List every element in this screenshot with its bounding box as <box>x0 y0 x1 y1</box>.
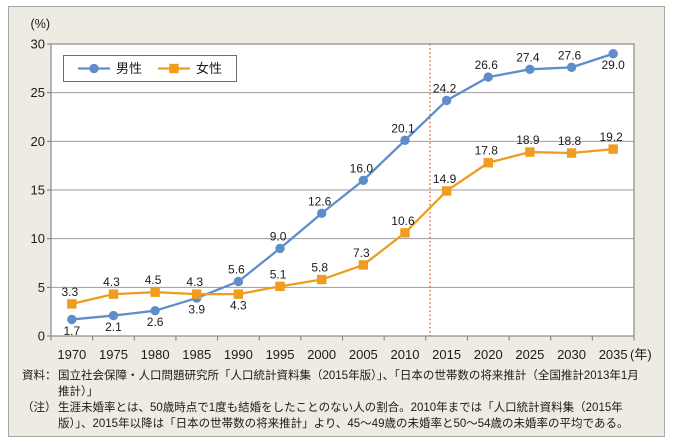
chart-legend: 男性 女性 <box>63 55 238 82</box>
figure-panel: 0 5 10 15 20 25 30 (%) 1970 1975 1980 1985 1990 1995 2… <box>8 6 665 437</box>
source-text: 国立社会保障・人口問題研究所「人口統計資料集（2015年版）」、「日本の世帯数の… <box>58 370 639 398</box>
y-tick-label: 0 <box>38 329 45 344</box>
series-marker <box>275 243 285 254</box>
series-marker <box>483 158 493 168</box>
data-label: 5.1 <box>270 267 287 281</box>
y-tick-label: 15 <box>31 183 45 198</box>
series-marker <box>525 147 535 157</box>
data-label: 7.3 <box>353 246 370 260</box>
series-marker <box>233 276 244 287</box>
legend-label: 男性 <box>116 61 143 76</box>
data-label: 27.4 <box>516 50 540 64</box>
data-label: 3.3 <box>61 285 78 299</box>
x-tick-label: 2015 <box>432 347 461 362</box>
chart-footer: 資料： 国立社会保障・人口問題研究所「人口統計資料集（2015年版）」、「日本の… <box>22 368 649 432</box>
series-marker <box>441 186 452 196</box>
series-marker <box>608 144 618 154</box>
data-label: 2.1 <box>105 320 122 334</box>
legend-item: 男性 <box>78 62 142 75</box>
legend-square-marker-icon <box>158 63 191 74</box>
data-label: 4.3 <box>186 275 203 289</box>
data-label: 18.9 <box>516 133 540 147</box>
data-label: 4.5 <box>145 273 162 287</box>
x-tick-label: 1995 <box>266 347 295 362</box>
y-tick-label: 25 <box>31 85 45 100</box>
x-tick-label: 1980 <box>141 347 170 362</box>
plot-border <box>50 43 635 337</box>
data-label: 4.3 <box>230 299 247 313</box>
series-marker <box>483 72 493 82</box>
series-marker <box>400 228 410 238</box>
data-label: 29.0 <box>601 58 625 72</box>
data-label: 4.3 <box>103 275 120 289</box>
series-marker <box>358 175 369 185</box>
x-tick-label: 2030 <box>557 347 586 362</box>
series-marker <box>67 299 77 309</box>
series-marker <box>150 305 160 316</box>
series-marker <box>150 287 160 297</box>
data-label: 2.6 <box>147 315 164 329</box>
y-tick-label: 30 <box>31 37 45 52</box>
note-row: （注） 生涯未婚率とは、50歳時点で1度も結婚をしたことのない人の割合。2010… <box>22 400 649 432</box>
series-marker <box>192 289 202 299</box>
x-tick-label: 2000 <box>307 347 336 362</box>
data-label: 17.8 <box>475 144 499 158</box>
data-label: 26.6 <box>475 58 499 72</box>
data-label: 9.0 <box>270 229 287 243</box>
x-axis-unit-label: (年) <box>630 347 652 362</box>
legend-circle-marker-icon <box>78 63 110 74</box>
data-label: 5.6 <box>228 262 245 276</box>
data-label: 3.9 <box>188 303 205 317</box>
series-line <box>71 52 614 321</box>
x-tick-label: 2025 <box>515 347 544 362</box>
data-label: 1.7 <box>63 324 80 338</box>
series-marker <box>316 274 327 285</box>
data-label: 24.2 <box>433 81 457 95</box>
y-tick-label: 10 <box>31 231 45 246</box>
data-label: 27.6 <box>558 48 582 62</box>
source-row: 資料： 国立社会保障・人口問題研究所「人口統計資料集（2015年版）」、「日本の… <box>22 368 649 400</box>
series-marker <box>233 289 244 299</box>
series-marker <box>566 62 577 73</box>
series-marker <box>316 208 327 219</box>
source-label: 資料： <box>22 370 57 382</box>
data-label: 20.1 <box>391 121 415 135</box>
series-line <box>71 147 614 305</box>
x-tick-label: 2035 <box>599 347 628 362</box>
series-marker <box>108 310 119 321</box>
series-marker <box>358 260 369 270</box>
note-label: （注） <box>22 402 57 414</box>
series-marker <box>566 148 577 158</box>
data-label: 16.0 <box>350 161 374 175</box>
legend-item: 女性 <box>158 62 222 75</box>
series-marker <box>275 281 285 292</box>
y-tick-label: 20 <box>31 134 45 149</box>
x-tick-label: 2020 <box>474 347 503 362</box>
x-tick-label: 2005 <box>349 347 378 362</box>
x-tick-label: 2010 <box>391 347 420 362</box>
y-axis-unit-label: (%) <box>31 17 50 31</box>
series-marker <box>525 64 535 75</box>
series-marker <box>441 95 452 106</box>
data-label: 18.8 <box>558 134 582 148</box>
x-tick-label: 1975 <box>99 347 128 362</box>
series-marker <box>608 49 618 59</box>
series-marker <box>108 289 119 299</box>
note-text: 生涯未婚率とは、50歳時点で1度も結婚をしたことのない人の割合。2010年までは… <box>58 402 629 430</box>
x-tick-label: 1970 <box>57 347 86 362</box>
data-label: 10.6 <box>391 214 415 228</box>
x-tick-label: 1990 <box>224 347 253 362</box>
data-label: 5.8 <box>311 261 328 275</box>
series-marker <box>400 135 410 146</box>
y-tick-label: 5 <box>38 280 45 295</box>
data-label: 14.9 <box>433 172 457 186</box>
data-label: 19.2 <box>599 130 623 144</box>
legend-label: 女性 <box>196 61 223 76</box>
series-marker <box>67 314 77 325</box>
data-label: 12.6 <box>308 194 332 208</box>
x-tick-label: 1985 <box>182 347 211 362</box>
